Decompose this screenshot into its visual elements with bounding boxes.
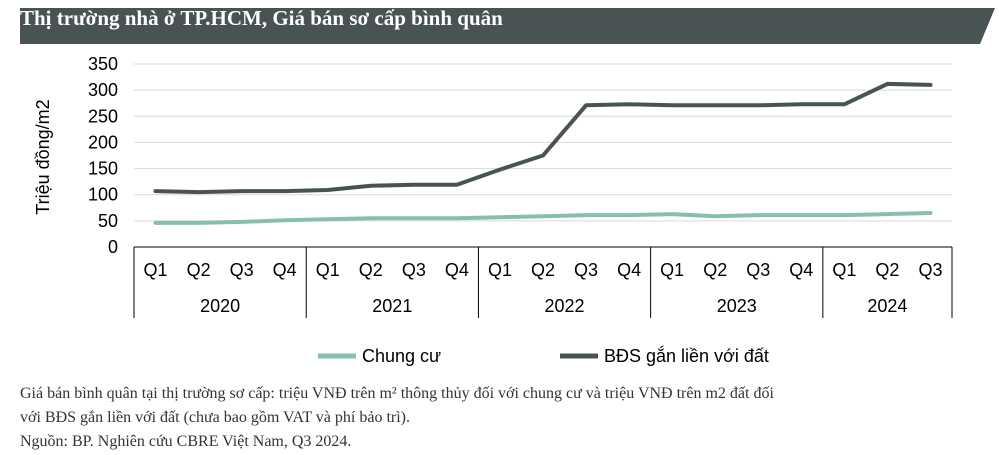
x-tick-label: Q4 — [445, 260, 469, 280]
footnotes: Giá bán bình quân tại thị trường sơ cấp:… — [20, 382, 990, 454]
gridlines — [134, 63, 952, 222]
chart-title: Thị trường nhà ở TP.HCM, Giá bán sơ cấp … — [20, 6, 503, 30]
series-line — [153, 211, 933, 225]
x-tick-label: Q2 — [875, 260, 899, 280]
x-tick-label: Q3 — [746, 260, 770, 280]
legend: Chung cư BĐS gắn liền với đất — [318, 345, 769, 366]
y-tick-label: 200 — [88, 132, 118, 152]
y-tick-label: 100 — [88, 185, 118, 205]
y-tick-label: 300 — [88, 80, 118, 100]
x-tick-label: Q4 — [789, 260, 813, 280]
y-tick-label: 50 — [98, 211, 118, 231]
legend-label: BĐS gắn liền với đất — [604, 345, 769, 366]
x-tick-label: Q3 — [574, 260, 598, 280]
y-tick-label: 250 — [88, 106, 118, 126]
x-tick-label: Q4 — [273, 260, 297, 280]
x-year-label: 2024 — [867, 296, 907, 316]
y-tick-label: 350 — [88, 54, 118, 74]
legend-label: Chung cư — [362, 346, 441, 366]
y-tick-label: 150 — [88, 159, 118, 179]
x-tick-label: Q2 — [531, 260, 555, 280]
series-lines — [153, 81, 933, 225]
x-tick-label: Q1 — [144, 260, 168, 280]
title-banner — [20, 8, 995, 44]
x-tick-label: Q4 — [617, 260, 641, 280]
series-line — [153, 81, 933, 195]
x-tick-label: Q3 — [402, 260, 426, 280]
x-tick-label: Q2 — [703, 260, 727, 280]
x-tick-label: Q2 — [187, 260, 211, 280]
x-tick-label: Q1 — [488, 260, 512, 280]
footnote-definition-line-2: với BĐS gắn liền với đất (chưa bao gồm V… — [20, 409, 410, 426]
footnote-definition-line-1: Giá bán bình quân tại thị trường sơ cấp:… — [20, 385, 774, 402]
x-year-label: 2021 — [372, 296, 412, 316]
x-axis: Q1 Q2 Q3 Q4 Q1 Q2 Q3 Q4 Q1 Q2 Q3 Q4 Q1 Q2 Q3 Q4 Q1 Q2 Q3 20… — [133, 246, 953, 318]
line-chart: 0 50 100 150 200 250 300 350 Triệu đồng/m2 Q1 Q2… — [33, 54, 953, 366]
x-year-label: 2023 — [717, 296, 757, 316]
x-year-label: 2020 — [200, 296, 240, 316]
x-tick-label: Q1 — [316, 260, 340, 280]
y-tick-label: 0 — [108, 237, 118, 257]
x-tick-label: Q3 — [918, 260, 942, 280]
x-tick-label: Q1 — [660, 260, 684, 280]
footnote-source: Nguồn: BP. Nghiên cứu CBRE Việt Nam, Q3 … — [20, 433, 352, 450]
y-axis-label: Triệu đồng/m2 — [33, 99, 53, 214]
x-year-label: 2022 — [545, 296, 585, 316]
x-tick-label: Q3 — [230, 260, 254, 280]
x-tick-label: Q1 — [832, 260, 856, 280]
x-tick-label: Q2 — [359, 260, 383, 280]
y-axis-ticks: 0 50 100 150 200 250 300 350 — [88, 54, 118, 257]
